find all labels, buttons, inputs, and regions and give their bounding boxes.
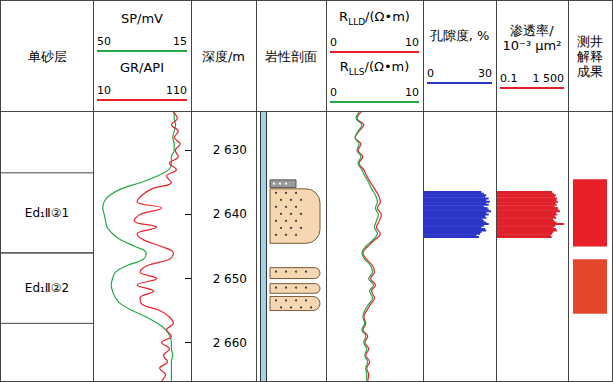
svg-text:2 660: 2 660 (213, 336, 247, 350)
html-text:0: 0 (427, 67, 434, 81)
html-text:10: 10 (97, 83, 111, 97)
svg-text:2 630: 2 630 (213, 143, 247, 157)
html-text:1 500: 1 500 (532, 72, 564, 86)
html-text:单砂层: 单砂层 (27, 48, 67, 64)
html-text:RLLD/(Ω•m): RLLD/(Ω•m) (339, 9, 410, 27)
html-text:0: 0 (330, 35, 337, 49)
html-text:孔隙度, %: 孔隙度, % (429, 27, 490, 43)
html-text:0: 0 (330, 85, 337, 99)
svg-text:Ed₁Ⅱ②2: Ed₁Ⅱ②2 (25, 281, 69, 295)
html-text:10⁻³ μm²: 10⁻³ μm² (502, 37, 562, 53)
html-text:30: 30 (478, 67, 492, 81)
html-text:0.1: 0.1 (500, 72, 518, 86)
html-text:10: 10 (405, 35, 419, 49)
html-text:110: 110 (166, 83, 187, 97)
svg-text:Ed₁Ⅱ②1: Ed₁Ⅱ②1 (25, 206, 69, 220)
html-text:GR/ API: GR/ API (120, 60, 164, 76)
html-text:10: 10 (405, 85, 419, 99)
html-text:50: 50 (97, 34, 111, 48)
html-text:RLLS/(Ω•m): RLLS/(Ω•m) (339, 59, 410, 77)
html-text:15: 15 (173, 34, 187, 48)
html-text:SP/ mV: SP/ mV (121, 11, 163, 27)
html-text:测井解释成果: 测井解释成果 (577, 33, 603, 79)
svg-text:2 640: 2 640 (213, 207, 247, 221)
svg-text:2 650: 2 650 (213, 272, 247, 286)
html-text:岩性剖面: 岩性剖面 (265, 48, 317, 64)
html-text:深度/ m: 深度/ m (202, 48, 245, 64)
html-text:渗透率/: 渗透率/ (510, 22, 554, 38)
